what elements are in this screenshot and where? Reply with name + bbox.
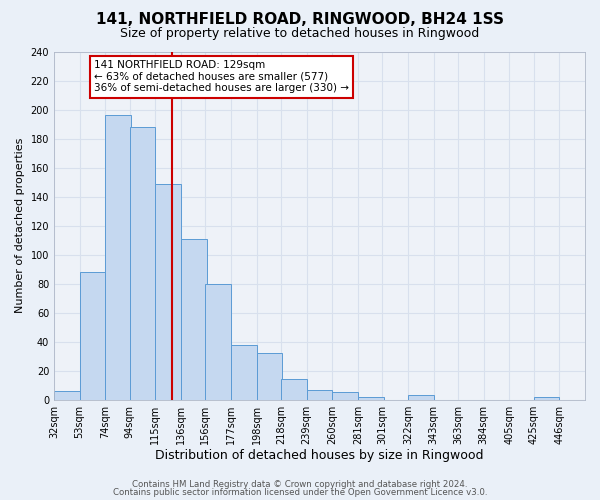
Text: Size of property relative to detached houses in Ringwood: Size of property relative to detached ho… <box>121 28 479 40</box>
Y-axis label: Number of detached properties: Number of detached properties <box>15 138 25 314</box>
Bar <box>257 354 282 400</box>
Bar <box>281 380 307 400</box>
Text: 141 NORTHFIELD ROAD: 129sqm
← 63% of detached houses are smaller (577)
36% of se: 141 NORTHFIELD ROAD: 129sqm ← 63% of det… <box>94 60 349 94</box>
Bar <box>181 238 206 400</box>
Bar <box>332 392 358 400</box>
Bar <box>54 391 80 400</box>
Bar <box>106 116 131 400</box>
Text: Contains public sector information licensed under the Open Government Licence v3: Contains public sector information licen… <box>113 488 487 497</box>
Bar <box>130 127 155 400</box>
X-axis label: Distribution of detached houses by size in Ringwood: Distribution of detached houses by size … <box>155 450 484 462</box>
Text: 141, NORTHFIELD ROAD, RINGWOOD, BH24 1SS: 141, NORTHFIELD ROAD, RINGWOOD, BH24 1SS <box>96 12 504 28</box>
Bar <box>80 272 106 400</box>
Bar <box>231 344 257 400</box>
Bar <box>205 284 231 400</box>
Bar <box>307 390 332 400</box>
Text: Contains HM Land Registry data © Crown copyright and database right 2024.: Contains HM Land Registry data © Crown c… <box>132 480 468 489</box>
Bar <box>534 397 559 400</box>
Bar <box>358 397 383 400</box>
Bar <box>155 184 181 400</box>
Bar <box>408 396 434 400</box>
